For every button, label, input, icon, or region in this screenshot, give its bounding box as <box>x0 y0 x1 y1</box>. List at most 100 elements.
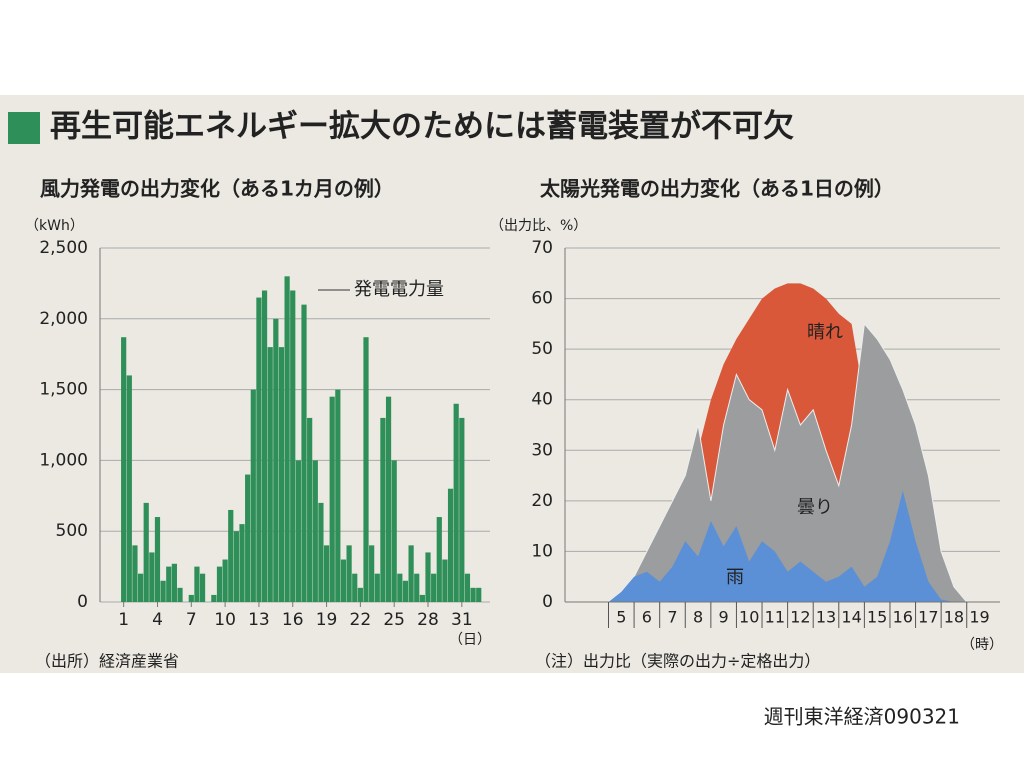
bar <box>391 460 397 602</box>
bar <box>273 318 279 602</box>
y-tick-label: 60 <box>531 289 553 309</box>
bar <box>143 502 149 602</box>
y-tick-label: 2,000 <box>39 309 88 329</box>
bar <box>278 347 285 602</box>
x-tick-label: 7 <box>667 608 677 627</box>
bar <box>470 587 476 602</box>
bar <box>132 545 138 602</box>
bar <box>295 460 301 602</box>
y-tick-label: 30 <box>531 440 553 460</box>
bar <box>397 573 403 602</box>
bar <box>188 594 194 602</box>
main-title: 再生可能エネルギー拡大のためには蓄電装置が不可欠 <box>50 109 794 145</box>
x-tick-label: 18 <box>944 608 964 627</box>
x-tick-label: 12 <box>790 608 810 627</box>
bar <box>301 304 307 602</box>
y-tick-label: 1,500 <box>39 380 88 400</box>
x-tick-label: 15 <box>867 608 887 627</box>
bar <box>171 563 177 602</box>
source: （注）出力比（実際の出力÷定格出力） <box>535 652 820 671</box>
x-tick-label: 9 <box>719 608 729 627</box>
x-tick-label: 8 <box>693 608 703 627</box>
x-tick-label: 11 <box>765 608 785 627</box>
bar <box>346 545 352 602</box>
bar <box>250 389 256 602</box>
bar <box>380 417 386 602</box>
bar <box>177 587 183 602</box>
bar <box>436 517 442 602</box>
bar <box>447 488 454 602</box>
bar <box>459 417 465 602</box>
x-tick-label: 10 <box>214 610 236 630</box>
bar <box>256 297 262 602</box>
x-tick-label: 10 <box>739 608 759 627</box>
area <box>608 490 980 602</box>
bar <box>352 573 358 602</box>
bar <box>329 396 335 602</box>
bar <box>284 276 290 602</box>
bar <box>453 403 459 602</box>
bar <box>222 559 228 602</box>
x-tick-label: 25 <box>383 610 405 630</box>
y-tick-label: 500 <box>56 521 88 541</box>
x-tick-label: 19 <box>969 608 989 627</box>
bar <box>211 594 217 602</box>
bar <box>261 290 268 602</box>
bar <box>216 566 223 602</box>
bar <box>374 573 380 602</box>
x-tick-label: 28 <box>417 610 439 630</box>
bar <box>464 573 471 602</box>
bar <box>267 347 273 602</box>
title-marker <box>8 112 40 144</box>
series-label: 曇り <box>797 497 833 518</box>
x-unit: （時） <box>961 637 1003 653</box>
bar <box>431 573 437 602</box>
source: （出所）経済産業省 <box>35 652 179 671</box>
x-unit: （日） <box>449 632 491 648</box>
y-tick-label: 10 <box>531 541 553 561</box>
bar <box>126 375 132 602</box>
bar <box>149 552 155 602</box>
y-tick-label: 0 <box>77 592 88 612</box>
chart-title: 風力発電の出力変化（ある1カ月の例） <box>40 177 394 201</box>
bar <box>121 337 127 602</box>
x-tick-label: 16 <box>282 610 304 630</box>
y-tick-label: 50 <box>531 339 553 359</box>
bar <box>233 531 239 602</box>
bar <box>312 460 318 602</box>
x-tick-label: 13 <box>816 608 836 627</box>
y-tick-label: 40 <box>531 390 553 410</box>
bar <box>199 573 206 602</box>
bar <box>194 566 200 602</box>
x-tick-label: 1 <box>118 610 129 630</box>
x-tick-label: 31 <box>451 610 473 630</box>
bar <box>228 509 234 602</box>
x-tick-label: 19 <box>316 610 338 630</box>
y-unit: （kWh） <box>25 218 84 234</box>
bar <box>425 552 431 602</box>
bar <box>357 587 363 602</box>
bar <box>335 389 341 602</box>
y-tick-label: 70 <box>531 238 553 258</box>
series-label: 雨 <box>726 567 744 588</box>
bar <box>363 337 369 602</box>
bar <box>419 594 425 602</box>
series-label: 晴れ <box>807 322 843 343</box>
y-tick-label: 1,000 <box>39 450 88 470</box>
x-tick-label: 16 <box>893 608 913 627</box>
bar <box>307 417 313 602</box>
chart-title: 太陽光発電の出力変化（ある1日の例） <box>540 177 894 201</box>
bar <box>323 545 330 602</box>
x-tick-label: 13 <box>248 610 270 630</box>
bar <box>245 474 251 602</box>
x-tick-label: 22 <box>350 610 372 630</box>
area <box>607 322 980 603</box>
bar <box>166 566 172 602</box>
x-tick-label: 17 <box>918 608 938 627</box>
x-tick-label: 5 <box>616 608 626 627</box>
y-tick-label: 0 <box>542 592 553 612</box>
bar <box>290 290 296 602</box>
y-unit: （出力比、%） <box>490 218 587 234</box>
bar <box>369 545 375 602</box>
